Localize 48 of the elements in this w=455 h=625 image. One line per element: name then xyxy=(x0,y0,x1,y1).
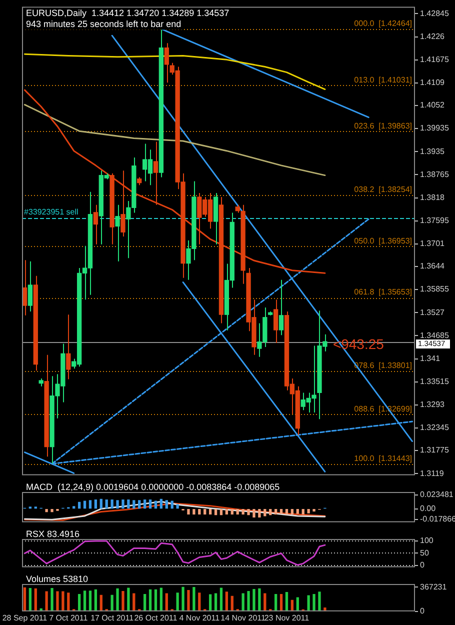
ref-line-label: #33923951 sell xyxy=(24,208,78,217)
y-tick-label: 1.42845 xyxy=(420,8,450,18)
y-tick-label: 1.4052 xyxy=(420,100,446,110)
y-tick-label: 0 xyxy=(420,606,425,616)
y-tick-label: 1.4109 xyxy=(420,78,446,88)
x-tick-label: 7 Oct 2011 xyxy=(49,613,88,622)
x-tick-label: 23 Nov 2011 xyxy=(264,613,310,622)
y-tick-label: 1.37595 xyxy=(420,216,450,226)
y-tick-label: 1.35855 xyxy=(420,284,450,294)
y-tick-label: 0 xyxy=(420,560,425,570)
y-tick-label: 1.32345 xyxy=(420,423,450,432)
chart-title: EURUSD,Daily 1.34412 1.34720 1.34289 1.34537 xyxy=(26,8,230,18)
y-tick-label: 1.3644 xyxy=(420,262,446,271)
y-tick-label: 1.41675 xyxy=(420,55,450,64)
y-tick-label: 1.31775 xyxy=(420,446,450,455)
y-tick-label: 1.3701 xyxy=(420,239,446,248)
ref-line-label: 038.2 [1.38254] xyxy=(354,185,412,194)
ref-line-label: 050.0 [1.36953] xyxy=(354,236,412,246)
y-tick-label: 100 xyxy=(420,536,434,546)
y-tick-label: 1.33515 xyxy=(420,377,450,386)
y-tick-label: 1.3818 xyxy=(420,192,446,202)
y-tick-label: 1.39935 xyxy=(420,124,450,133)
y-tick-label: 1.3119 xyxy=(420,468,444,478)
y-tick-label: 1.3293 xyxy=(420,400,446,410)
y-tick-label: 1.4226 xyxy=(420,32,446,41)
y-tick-label: 0.023481 xyxy=(420,490,454,499)
ref-line-label: 023.6 [1.39863] xyxy=(354,122,412,131)
x-tick-label: 17 Oct 2011 xyxy=(90,613,134,622)
ref-line-label: 100.0 [1.31443] xyxy=(354,454,412,463)
y-tick-label: 1.34685 xyxy=(420,330,450,340)
y-tick-label: 0.00 xyxy=(420,504,436,514)
y-tick-label: 1.3935 xyxy=(420,146,446,156)
text: 943 minutes 25 seconds left to bar end xyxy=(26,18,182,29)
y-tick-label: 50 xyxy=(420,548,430,558)
y-tick-label: 1.341 xyxy=(420,354,441,363)
x-tick-label: 14 Nov 2011 xyxy=(220,613,266,622)
x-tick-label: 4 Nov 2011 xyxy=(179,613,220,622)
x-tick-label: 26 Oct 2011 xyxy=(134,613,178,622)
y-tick-label: 367231 xyxy=(420,582,448,592)
chart-title: Volumes 53810 xyxy=(26,574,88,584)
chart-title: MACD (12,24,9) 0.0019604 0.0000000 -0.0083864 -0.0089065 xyxy=(26,482,280,492)
x-tick-label: 28 Sep 2011 xyxy=(2,613,48,622)
chart-title: RSX 83.4916 xyxy=(26,528,80,539)
ref-line-label: 013.0 [1.41031] xyxy=(354,75,412,84)
y-tick-label: 1.3527 xyxy=(420,308,446,317)
ref-line-label: 061.8 [1.35653] xyxy=(354,288,412,297)
ref-line-label: 000.0 [1.42464] xyxy=(354,18,412,28)
y-tick-label: 1.38765 xyxy=(420,170,450,179)
